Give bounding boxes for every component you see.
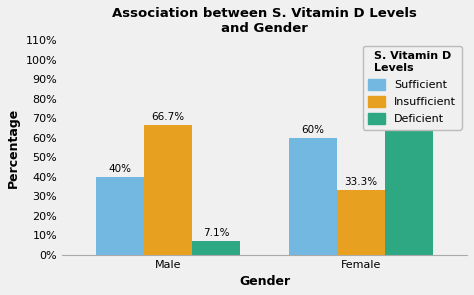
Bar (337, 190, 385, 255)
Bar (289, 138, 337, 255)
Text: 40%: 40% (109, 164, 131, 174)
Bar (144, 125, 192, 255)
Text: 92.9%: 92.9% (392, 61, 426, 71)
Bar (385, 73, 433, 255)
Bar (192, 241, 240, 255)
Text: 33.3%: 33.3% (345, 177, 377, 187)
Title: Association between S. Vitamin D Levels
and Gender: Association between S. Vitamin D Levels … (112, 7, 417, 35)
Y-axis label: Percentage: Percentage (7, 107, 20, 188)
X-axis label: Gender: Gender (239, 275, 290, 288)
Text: 7.1%: 7.1% (203, 228, 229, 238)
Legend: Sufficient, Insufficient, Deficient: Sufficient, Insufficient, Deficient (363, 46, 462, 130)
Bar (96, 177, 144, 255)
Text: 60%: 60% (301, 125, 324, 135)
Text: 66.7%: 66.7% (152, 112, 185, 122)
